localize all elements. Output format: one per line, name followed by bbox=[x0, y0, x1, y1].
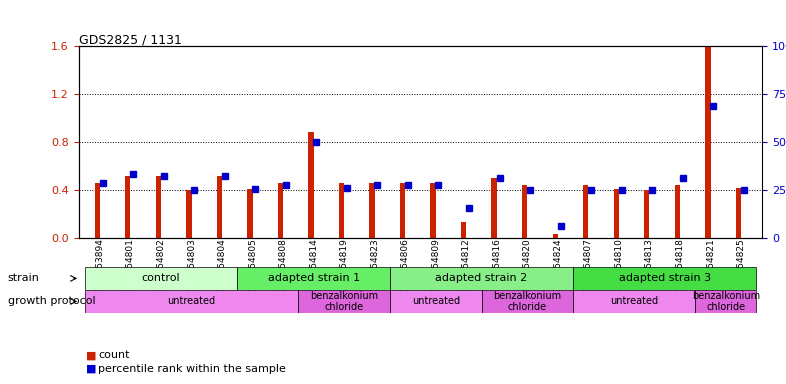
Text: benzalkonium
chloride: benzalkonium chloride bbox=[310, 291, 378, 312]
FancyBboxPatch shape bbox=[390, 290, 482, 313]
Text: GSM154813: GSM154813 bbox=[645, 238, 654, 293]
Text: GSM154803: GSM154803 bbox=[187, 238, 196, 293]
Text: count: count bbox=[98, 350, 130, 360]
Text: benzalkonium
chloride: benzalkonium chloride bbox=[692, 291, 760, 312]
Bar bbox=[217, 176, 222, 238]
Bar bbox=[400, 183, 406, 238]
Bar bbox=[674, 185, 680, 238]
Text: adapted strain 1: adapted strain 1 bbox=[267, 273, 360, 283]
FancyBboxPatch shape bbox=[237, 267, 390, 290]
Text: GSM154805: GSM154805 bbox=[248, 238, 257, 293]
Text: GSM154809: GSM154809 bbox=[432, 238, 440, 293]
FancyBboxPatch shape bbox=[390, 267, 573, 290]
Text: ■: ■ bbox=[86, 364, 97, 374]
Text: ■: ■ bbox=[86, 350, 97, 360]
Text: GSM154816: GSM154816 bbox=[492, 238, 501, 293]
Text: GSM154821: GSM154821 bbox=[706, 238, 715, 293]
Bar bbox=[248, 189, 252, 238]
Text: GSM154806: GSM154806 bbox=[401, 238, 410, 293]
Text: GSM154801: GSM154801 bbox=[126, 238, 135, 293]
Bar bbox=[705, 46, 711, 238]
Bar bbox=[125, 176, 130, 238]
Text: untreated: untreated bbox=[610, 296, 658, 306]
Text: GSM154819: GSM154819 bbox=[340, 238, 349, 293]
Bar bbox=[308, 132, 314, 238]
Text: GSM154810: GSM154810 bbox=[615, 238, 623, 293]
Text: GSM154804: GSM154804 bbox=[218, 238, 226, 293]
Bar bbox=[277, 183, 283, 238]
FancyBboxPatch shape bbox=[696, 290, 756, 313]
Text: GSM154820: GSM154820 bbox=[523, 238, 532, 293]
Bar bbox=[736, 188, 741, 238]
Text: GSM154802: GSM154802 bbox=[156, 238, 166, 293]
Text: control: control bbox=[141, 273, 180, 283]
Bar bbox=[644, 190, 649, 238]
FancyBboxPatch shape bbox=[573, 290, 696, 313]
Text: growth protocol: growth protocol bbox=[8, 296, 95, 306]
FancyBboxPatch shape bbox=[573, 267, 756, 290]
Text: GSM154825: GSM154825 bbox=[736, 238, 746, 293]
Bar bbox=[156, 176, 161, 238]
Text: GSM154823: GSM154823 bbox=[370, 238, 379, 293]
FancyBboxPatch shape bbox=[299, 290, 390, 313]
Text: GSM154824: GSM154824 bbox=[553, 238, 563, 293]
Bar bbox=[461, 222, 466, 238]
Text: adapted strain 3: adapted strain 3 bbox=[619, 273, 711, 283]
Text: GDS2825 / 1131: GDS2825 / 1131 bbox=[79, 33, 182, 46]
Bar bbox=[369, 183, 375, 238]
Text: GSM154808: GSM154808 bbox=[278, 238, 288, 293]
Text: untreated: untreated bbox=[412, 296, 460, 306]
FancyBboxPatch shape bbox=[85, 290, 299, 313]
Bar bbox=[522, 185, 527, 238]
Text: GSM154818: GSM154818 bbox=[675, 238, 685, 293]
Bar bbox=[553, 235, 558, 238]
Text: strain: strain bbox=[8, 273, 40, 283]
Text: GSM154814: GSM154814 bbox=[309, 238, 318, 293]
Text: GSM154807: GSM154807 bbox=[584, 238, 593, 293]
Text: adapted strain 2: adapted strain 2 bbox=[435, 273, 527, 283]
Bar bbox=[614, 189, 619, 238]
Bar bbox=[491, 178, 497, 238]
Text: untreated: untreated bbox=[167, 296, 215, 306]
Bar bbox=[186, 190, 192, 238]
Bar bbox=[583, 185, 589, 238]
FancyBboxPatch shape bbox=[482, 290, 573, 313]
FancyBboxPatch shape bbox=[85, 267, 237, 290]
Text: percentile rank within the sample: percentile rank within the sample bbox=[98, 364, 286, 374]
Bar bbox=[431, 183, 435, 238]
Bar bbox=[339, 183, 344, 238]
Text: benzalkonium
chloride: benzalkonium chloride bbox=[494, 291, 561, 312]
Bar bbox=[94, 183, 100, 238]
Text: GSM153894: GSM153894 bbox=[95, 238, 105, 293]
Text: GSM154812: GSM154812 bbox=[462, 238, 471, 293]
